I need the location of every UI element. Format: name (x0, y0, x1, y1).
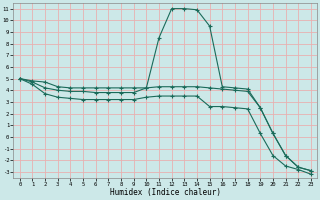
X-axis label: Humidex (Indice chaleur): Humidex (Indice chaleur) (110, 188, 221, 197)
